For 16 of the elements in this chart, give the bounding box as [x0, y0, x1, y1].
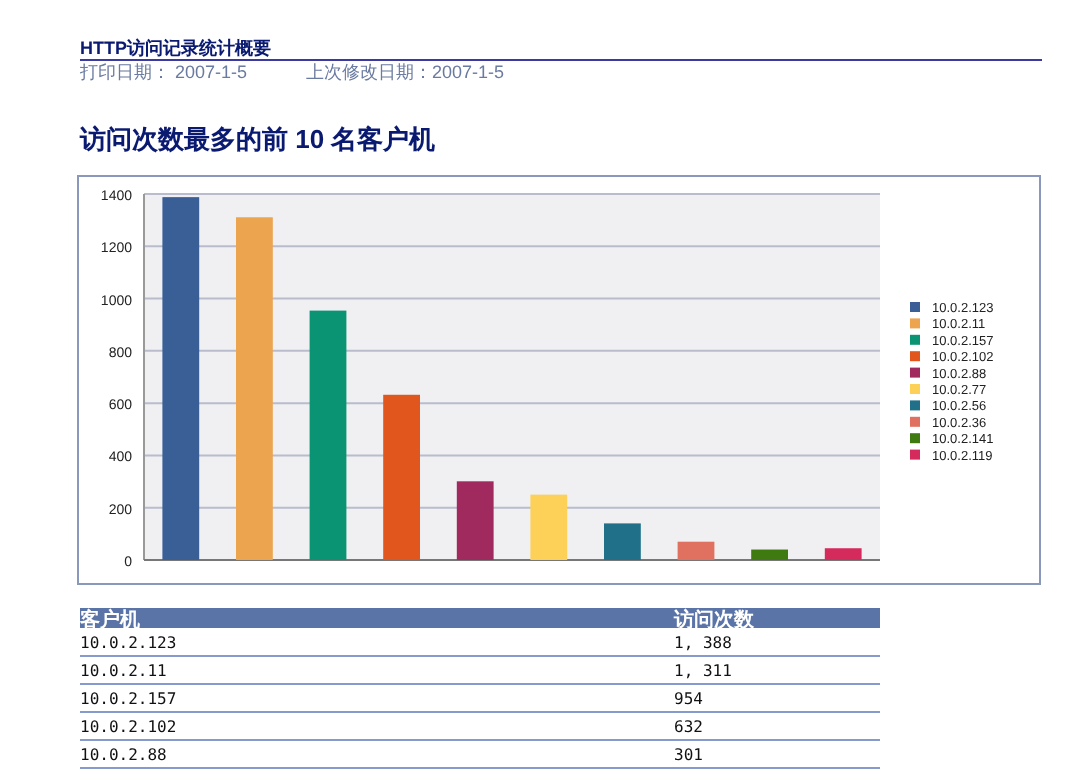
text: 客户机: [78, 608, 140, 632]
text: 上次修改日期：2007-1-5: [306, 62, 505, 82]
text: 10.0.2.11: [80, 662, 168, 680]
text: 打印日期： 2007-1-5: [78, 62, 248, 82]
text: 1, 311: [674, 662, 733, 680]
text: 954: [674, 690, 704, 708]
text: 10.0.2.123: [80, 634, 177, 652]
text: 10.0.2.88: [80, 746, 168, 764]
text: 632: [674, 718, 704, 736]
text: HTTP访问记录统计概要: [80, 38, 271, 58]
chart-title: 访问次数最多的前 10 名客户机: [78, 124, 436, 154]
text: 1, 388: [674, 634, 733, 652]
text: 10.0.2.157: [80, 690, 177, 708]
text: 10.0.2.102: [80, 718, 177, 736]
text: 301: [674, 746, 704, 764]
text: 访问次数: [672, 608, 756, 632]
